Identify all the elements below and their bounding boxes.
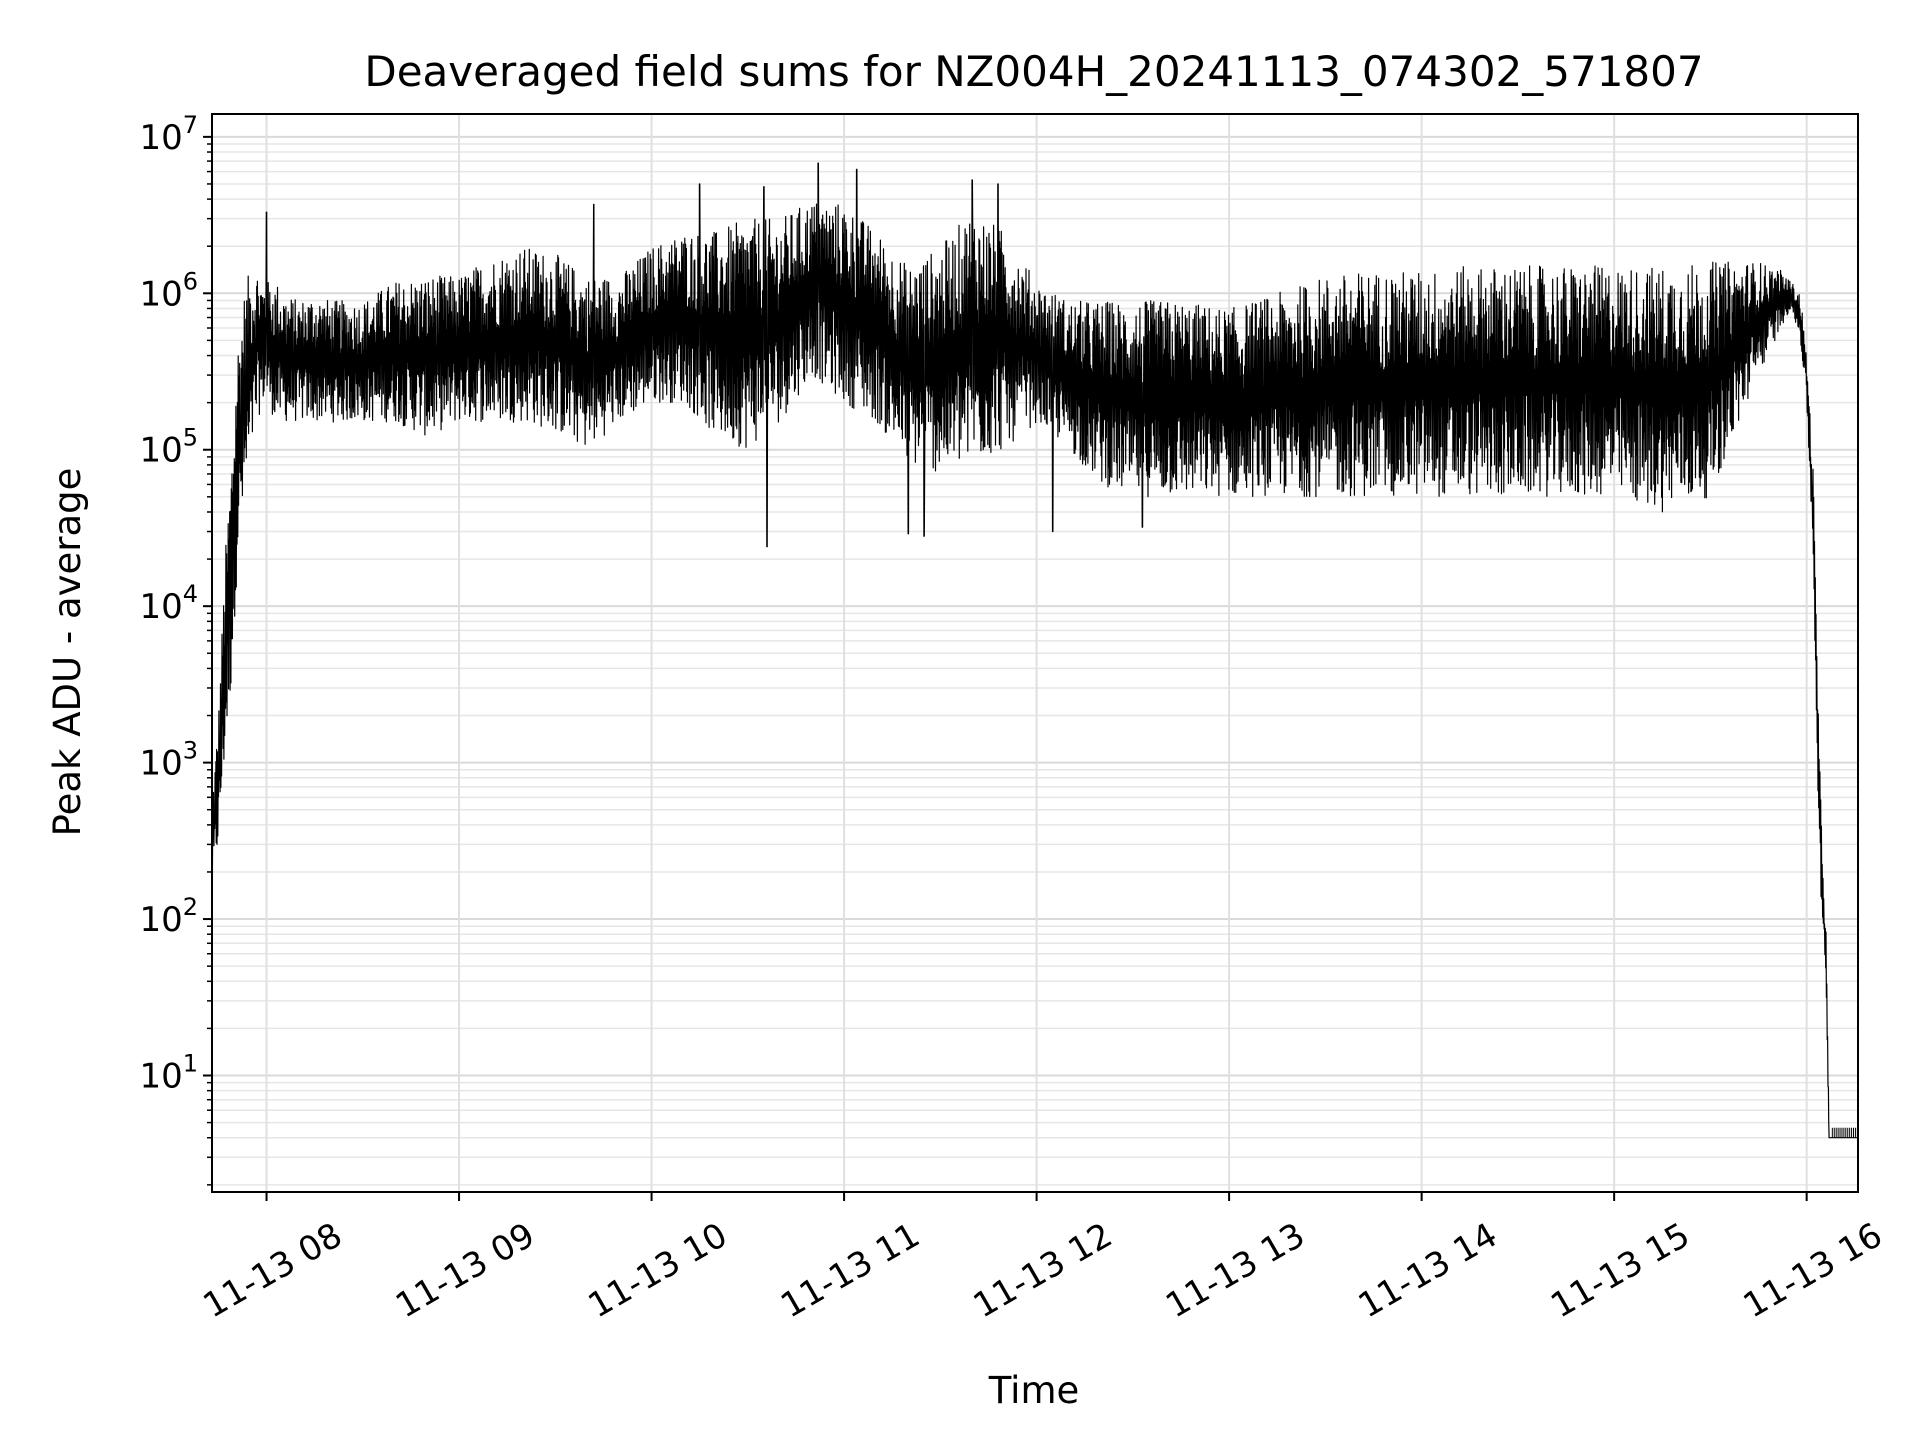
y-tick-label: 104	[139, 580, 198, 627]
y-tick-label: 103	[139, 737, 198, 784]
y-axis-label: Peak ADU - average	[46, 468, 89, 837]
y-tick-label: 105	[139, 424, 198, 471]
y-tick-label: 102	[139, 893, 198, 940]
series-group	[212, 162, 1858, 1139]
y-tick-label: 106	[139, 267, 198, 314]
chart-title: Deaveraged field sums for NZ004H_2024111…	[364, 47, 1703, 96]
x-axis-label: Time	[988, 1369, 1080, 1412]
series-line	[212, 162, 1858, 1139]
plot-area	[212, 162, 1858, 1139]
y-tick-label: 101	[139, 1049, 198, 1096]
y-tick-label: 107	[139, 111, 198, 158]
